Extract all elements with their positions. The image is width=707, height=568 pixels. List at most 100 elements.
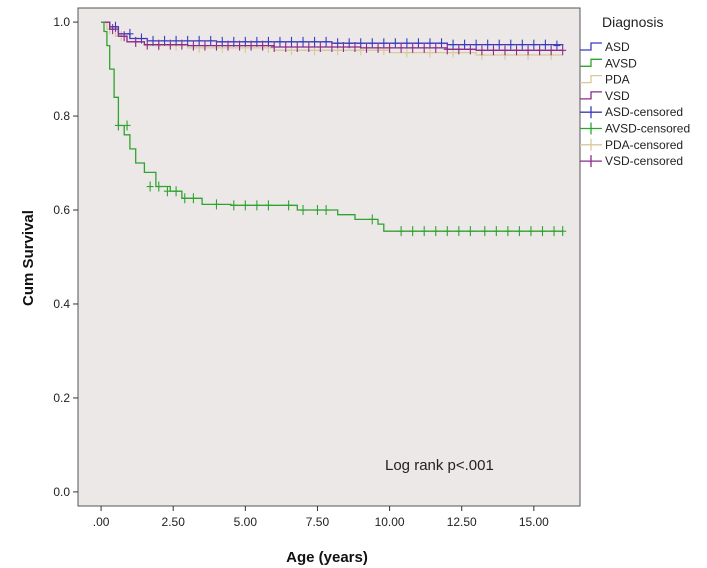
censored-mark-vsd	[270, 41, 278, 52]
censored-mark-vsd	[132, 36, 140, 47]
censored-mark-avsd	[299, 205, 307, 216]
censored-mark-asd	[495, 39, 503, 50]
censored-mark-asd	[426, 38, 434, 49]
censored-mark-vsd	[351, 41, 359, 52]
x-tick-label: .00	[93, 515, 110, 529]
censored-mark-avsd	[264, 200, 272, 211]
censored-mark-avsd	[504, 226, 512, 237]
censored-mark-vsd	[536, 45, 544, 56]
x-tick-label: 12.50	[447, 515, 477, 529]
legend-swatch	[580, 91, 602, 100]
censored-mark-vsd	[120, 31, 128, 42]
censored-mark-asd	[414, 38, 422, 49]
legend-swatch	[580, 74, 602, 84]
censored-mark-asd	[311, 36, 319, 47]
censored-mark-asd	[322, 36, 330, 47]
censored-mark-vsd	[282, 41, 290, 52]
censored-mark-asd	[541, 39, 549, 50]
legend-title: Diagnosis	[602, 14, 663, 30]
censored-mark-vsd	[189, 40, 197, 51]
censored-mark-avsd	[285, 200, 293, 211]
censored-mark-avsd	[432, 226, 440, 237]
legend-swatch	[580, 106, 602, 119]
censored-mark-vsd	[386, 42, 394, 53]
legend-label: ASD	[605, 40, 630, 54]
legend-item-avsd: AVSD	[580, 56, 637, 70]
censored-mark-asd	[195, 35, 203, 46]
plot-background	[77, 7, 581, 507]
legend-item-pda-censored: PDA-censored	[580, 138, 683, 152]
censored-mark-pda	[426, 47, 434, 58]
censored-mark-avsd	[550, 226, 558, 237]
censored-mark-vsd	[339, 41, 347, 52]
censored-mark-avsd	[455, 226, 463, 237]
censored-mark-vsd	[524, 45, 532, 56]
censored-mark-avsd	[481, 226, 489, 237]
x-tick-label: 10.00	[375, 515, 405, 529]
y-axis-title: Cum Survival	[20, 210, 37, 306]
censored-mark-avsd	[172, 186, 180, 197]
censored-mark-vsd	[224, 40, 232, 51]
censored-mark-avsd	[189, 193, 197, 204]
y-axis: 0.0 0.2 0.4 0.6 0.8 1.0	[53, 15, 78, 499]
censored-mark-vsd	[455, 44, 463, 55]
censored-mark-avsd	[253, 200, 261, 211]
censored-mark-avsd	[322, 205, 330, 216]
censored-mark-vsd	[143, 39, 151, 50]
censored-mark-vsd	[201, 40, 209, 51]
legend-swatch	[580, 58, 602, 67]
legend-item-vsd: VSD	[580, 89, 630, 103]
censored-mark-asd	[461, 39, 469, 50]
legend-swatch	[580, 138, 602, 151]
censored-mark-vsd	[397, 42, 405, 53]
censored-mark-avsd	[527, 226, 535, 237]
censored-mark-avsd	[163, 186, 171, 197]
censored-mark-vsd	[547, 45, 555, 56]
censored-mark-vsd	[293, 41, 301, 52]
censored-mark-avsd	[397, 226, 405, 237]
censored-mark-asd	[472, 39, 480, 50]
censored-mark-avsd	[114, 120, 122, 131]
censored-mark-vsd	[443, 44, 451, 55]
y-tick-label: 0.0	[53, 485, 70, 499]
censored-mark-vsd	[363, 42, 371, 53]
censored-mark-vsd	[501, 45, 509, 56]
legend-label: PDA	[605, 73, 630, 87]
censored-mark-vsd	[513, 45, 521, 56]
y-tick-label: 0.8	[53, 109, 70, 123]
censored-mark-vsd	[155, 39, 163, 50]
censored-mark-avsd	[155, 181, 163, 192]
censored-mark-vsd	[489, 45, 497, 56]
censored-mark-vsd	[178, 39, 186, 50]
censored-mark-vsd	[259, 40, 267, 51]
legend: ASD AVSD PDA VSD ASD-censored AVSD-censored PD…	[580, 40, 690, 168]
legend-swatch	[580, 42, 602, 51]
censored-mark-asd	[507, 39, 515, 50]
censored-mark-asd	[276, 36, 284, 47]
censored-mark-avsd	[368, 214, 376, 225]
y-tick-label: 0.4	[53, 297, 70, 311]
censored-mark-vsd	[236, 40, 244, 51]
legend-item-asd-censored: ASD-censored	[580, 105, 683, 119]
censored-mark-avsd	[443, 226, 451, 237]
censored-mark-asd	[518, 39, 526, 50]
legend-label: PDA-censored	[605, 138, 683, 152]
x-tick-label: 5.00	[234, 515, 258, 529]
censored-mark-avsd	[241, 200, 249, 211]
censored-mark-avsd	[538, 226, 546, 237]
censored-mark-vsd	[316, 41, 324, 52]
series-vsd	[101, 21, 567, 56]
legend-label: AVSD-censored	[605, 122, 690, 136]
x-axis-title: Age (years)	[286, 549, 368, 566]
censored-mark-vsd	[328, 41, 336, 52]
censored-mark-vsd	[478, 45, 486, 56]
censored-mark-vsd	[432, 42, 440, 53]
censored-mark-asd	[287, 36, 295, 47]
legend-item-pda: PDA	[580, 73, 630, 87]
x-tick-label: 15.00	[519, 515, 549, 529]
censored-mark-avsd	[466, 226, 474, 237]
censored-mark-vsd	[409, 42, 417, 53]
censored-mark-avsd	[420, 226, 428, 237]
y-tick-label: 0.6	[53, 203, 70, 217]
censored-mark-avsd	[492, 226, 500, 237]
